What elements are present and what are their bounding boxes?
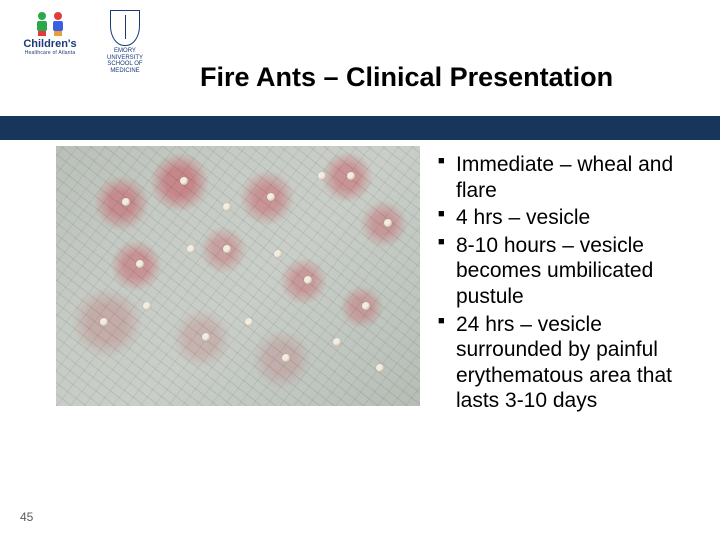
emory-logo: EMORY UNIVERSITY SCHOOL OF MEDICINE	[96, 10, 154, 80]
logo-row: Children's Healthcare of Atlanta EMORY U…	[14, 10, 154, 80]
pustule-icon	[362, 302, 370, 310]
childrens-logo-figures	[35, 12, 65, 36]
bullet-item: 8-10 hours – vesicle becomes umbilicated…	[438, 233, 706, 310]
bullet-item: 4 hrs – vesicle	[438, 205, 706, 231]
emory-logo-text: EMORY UNIVERSITY SCHOOL OF MEDICINE	[107, 48, 143, 74]
pustule-icon	[282, 354, 290, 362]
pustule-icon	[304, 276, 312, 284]
pustule-icon	[267, 193, 275, 201]
clinical-photo	[56, 146, 420, 406]
pustule-icon	[180, 177, 188, 185]
emory-shield-icon	[110, 10, 140, 46]
childrens-logo: Children's Healthcare of Atlanta	[14, 10, 86, 80]
pustule-icon	[187, 245, 195, 253]
page-number: 45	[20, 510, 33, 524]
pustule-icon	[384, 219, 392, 227]
slide-title: Fire Ants – Clinical Presentation	[200, 62, 704, 93]
photo-texture	[56, 146, 420, 406]
bullet-list: Immediate – wheal and flare 4 hrs – vesi…	[438, 152, 706, 416]
pustule-icon	[100, 318, 108, 326]
title-underline-bar	[0, 116, 720, 140]
bullet-ul: Immediate – wheal and flare 4 hrs – vesi…	[438, 152, 706, 414]
pustule-icon	[245, 318, 253, 326]
pustule-icon	[122, 198, 130, 206]
pustule-icon	[202, 333, 210, 341]
childrens-logo-text: Children's	[23, 38, 76, 50]
content-area: Immediate – wheal and flare 4 hrs – vesi…	[0, 140, 720, 540]
bullet-item: 24 hrs – vesicle surrounded by painful e…	[438, 312, 706, 414]
header: Children's Healthcare of Atlanta EMORY U…	[0, 0, 720, 116]
bullet-item: Immediate – wheal and flare	[438, 152, 706, 203]
childrens-logo-subtext: Healthcare of Atlanta	[25, 50, 76, 56]
